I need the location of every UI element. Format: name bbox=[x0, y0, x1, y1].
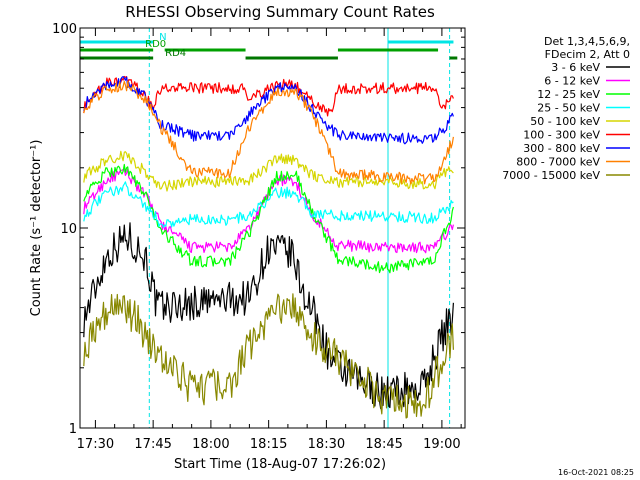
flag-label: RD0 bbox=[145, 39, 166, 50]
legend-label: 3 - 6 keV bbox=[551, 61, 600, 74]
series-line bbox=[83, 222, 454, 410]
legend-label: 800 - 7000 keV bbox=[516, 156, 600, 169]
legend-label: 300 - 800 keV bbox=[523, 142, 600, 155]
legend: Det 1,3,4,5,6,9,FDecim 2, Att 03 - 6 keV… bbox=[502, 35, 630, 182]
legend-label: 25 - 50 keV bbox=[537, 102, 600, 115]
series-line bbox=[83, 163, 454, 274]
y-tick-label: 10 bbox=[60, 222, 77, 237]
flag-label: N bbox=[159, 32, 166, 43]
series-line bbox=[83, 181, 454, 229]
x-tick-label: 18:15 bbox=[250, 437, 287, 452]
series-line bbox=[83, 293, 454, 419]
legend-header: FDecim 2, Att 0 bbox=[545, 48, 630, 61]
x-tick-label: 18:30 bbox=[308, 437, 345, 452]
x-tick-label: 18:45 bbox=[365, 437, 402, 452]
chart-title: RHESSI Observing Summary Count Rates bbox=[125, 3, 435, 21]
legend-label: 12 - 25 keV bbox=[537, 88, 600, 101]
legend-label: 7000 - 15000 keV bbox=[502, 169, 600, 182]
x-axis-label: Start Time (18-Aug-07 17:26:02) bbox=[174, 457, 386, 472]
x-tick-label: 17:45 bbox=[134, 437, 171, 452]
axes-layer: 1 10 100 17:30 17:45 18:00 18:15 18:30 18:45 19:0… bbox=[52, 22, 465, 452]
timestamp: 16-Oct-2021 08:25 bbox=[558, 468, 634, 477]
series-line bbox=[83, 150, 454, 192]
y-tick-label: 1 bbox=[69, 422, 77, 437]
x-tick-label: 17:30 bbox=[77, 437, 114, 452]
legend-label: 6 - 12 keV bbox=[544, 75, 600, 88]
y-tick-label: 100 bbox=[52, 22, 77, 37]
x-tick-label: 18:00 bbox=[192, 437, 229, 452]
series-line bbox=[83, 80, 454, 185]
y-axis-label: Count Rate (s⁻¹ detector⁻¹) bbox=[29, 140, 44, 317]
legend-label: 50 - 100 keV bbox=[530, 115, 600, 128]
x-tick-label: 19:00 bbox=[423, 437, 460, 452]
legend-header: Det 1,3,4,5,6,9, bbox=[544, 35, 630, 48]
flag-label: RD4 bbox=[165, 48, 186, 59]
legend-label: 100 - 300 keV bbox=[523, 129, 600, 142]
